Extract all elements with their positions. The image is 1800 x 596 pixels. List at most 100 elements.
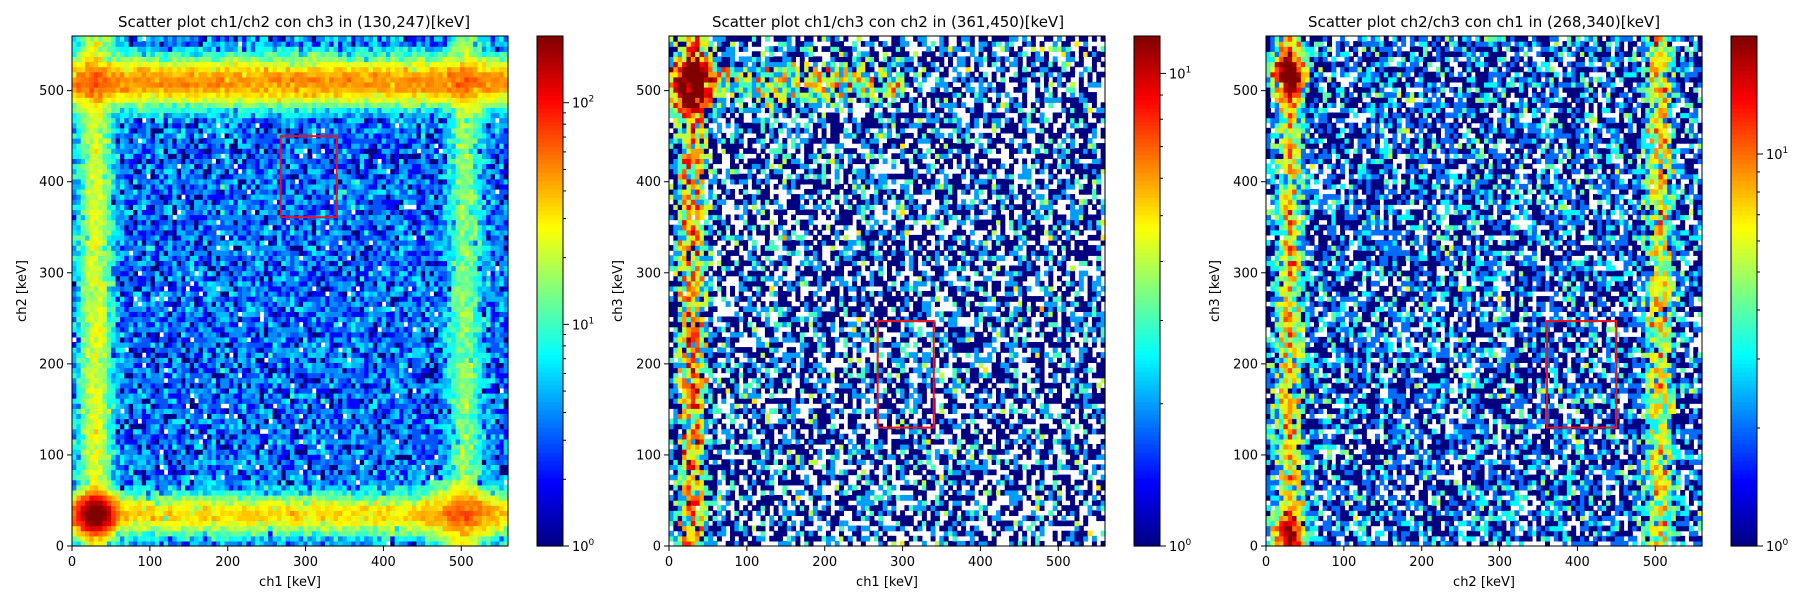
heatmap-cell xyxy=(102,505,108,511)
heatmap-cell xyxy=(76,347,82,353)
heatmap-cell xyxy=(176,357,182,363)
heatmap-cell xyxy=(268,194,274,200)
heatmap-cell xyxy=(202,148,208,154)
heatmap-cell xyxy=(76,474,82,481)
heatmap-cell xyxy=(233,500,239,506)
heatmap-cell xyxy=(220,71,226,78)
heatmap-cell xyxy=(141,479,147,486)
heatmap-cell xyxy=(272,449,278,455)
heatmap-cell xyxy=(76,173,82,180)
heatmap-cell xyxy=(290,474,295,481)
heatmap-cell xyxy=(85,331,91,338)
heatmap-cell xyxy=(76,352,82,358)
heatmap-cell xyxy=(281,229,287,236)
heatmap-cell xyxy=(124,291,130,297)
heatmap-cell xyxy=(119,336,125,343)
heatmap-cell xyxy=(185,438,191,445)
heatmap-cell xyxy=(89,41,95,47)
heatmap-cell xyxy=(93,219,99,226)
heatmap-cell xyxy=(198,342,204,348)
heatmap-cell xyxy=(106,168,112,175)
heatmap-cell xyxy=(150,311,156,318)
heatmap-cell xyxy=(176,194,182,200)
heatmap-cell xyxy=(133,41,138,47)
heatmap-cell xyxy=(150,515,156,522)
heatmap-cell xyxy=(133,260,138,267)
heatmap-cell xyxy=(72,92,77,98)
heatmap-cell xyxy=(141,214,147,221)
heatmap-cell xyxy=(80,479,86,486)
heatmap-cell xyxy=(93,342,99,348)
heatmap-cell xyxy=(233,224,239,231)
heatmap-cell xyxy=(124,342,130,348)
heatmap-cell xyxy=(259,510,265,516)
heatmap-cell xyxy=(207,102,213,108)
heatmap-cell xyxy=(255,423,261,430)
heatmap-cell xyxy=(141,316,147,323)
heatmap-cell xyxy=(281,163,287,170)
heatmap-cell xyxy=(233,382,239,389)
heatmap-cell xyxy=(233,36,239,42)
heatmap-cell xyxy=(133,112,138,119)
heatmap-cell xyxy=(172,342,178,348)
heatmap-cell xyxy=(98,408,104,414)
heatmap-cell xyxy=(233,352,239,358)
heatmap-cell xyxy=(176,316,182,323)
heatmap-cell xyxy=(167,234,173,241)
heatmap-cell xyxy=(102,61,108,68)
heatmap-cell xyxy=(198,117,204,124)
heatmap-cell xyxy=(272,367,278,374)
heatmap-cell xyxy=(141,474,147,481)
heatmap-cell xyxy=(233,418,239,425)
heatmap-cell xyxy=(233,132,239,139)
heatmap-cell xyxy=(263,178,269,185)
heatmap-cell xyxy=(133,459,138,465)
heatmap-cell xyxy=(72,362,77,369)
heatmap-cell xyxy=(137,102,143,108)
heatmap-cell xyxy=(276,280,282,287)
heatmap-cell xyxy=(76,112,82,119)
heatmap-cell xyxy=(246,413,252,420)
heatmap-cell xyxy=(85,535,91,542)
heatmap-cell xyxy=(220,107,226,114)
heatmap-cell xyxy=(72,291,77,297)
heatmap-cell xyxy=(146,280,152,287)
heatmap-cell xyxy=(159,76,165,83)
heatmap-cell xyxy=(98,168,104,175)
heatmap-cell xyxy=(233,97,239,103)
heatmap-cell xyxy=(255,479,261,486)
heatmap-cell xyxy=(250,331,256,338)
heatmap-cell xyxy=(172,520,178,527)
heatmap-cell xyxy=(220,112,226,119)
heatmap-cell xyxy=(159,342,165,348)
heatmap-cell xyxy=(194,148,200,154)
heatmap-cell xyxy=(220,224,226,231)
heatmap-cell xyxy=(72,347,77,353)
heatmap-cell xyxy=(268,398,274,404)
heatmap-cell xyxy=(111,143,117,149)
heatmap-cell xyxy=(285,352,291,358)
heatmap-cell xyxy=(133,357,138,363)
heatmap-cell xyxy=(198,444,204,450)
heatmap-cell xyxy=(276,510,282,516)
heatmap-cell xyxy=(93,56,99,63)
heatmap-cell xyxy=(146,433,152,440)
heatmap-cell xyxy=(272,428,278,435)
heatmap-cell xyxy=(102,234,108,241)
heatmap-cell xyxy=(255,214,261,221)
heatmap-cell xyxy=(259,367,265,374)
heatmap-cell xyxy=(272,510,278,516)
heatmap-cell xyxy=(263,495,269,501)
heatmap-cell xyxy=(268,250,274,256)
heatmap-cell xyxy=(259,61,265,68)
heatmap-cell xyxy=(215,382,221,389)
heatmap-cell xyxy=(137,449,143,455)
heatmap-cell xyxy=(202,234,208,241)
heatmap-cell xyxy=(146,398,152,404)
heatmap-cell xyxy=(263,342,269,348)
heatmap-cell xyxy=(163,484,169,491)
panel-1: Scatter plot ch1/ch2 con ch3 in (130,247… xyxy=(15,13,595,590)
heatmap-cell xyxy=(115,377,121,384)
heatmap-cell xyxy=(202,153,208,159)
heatmap-cell xyxy=(128,209,134,216)
